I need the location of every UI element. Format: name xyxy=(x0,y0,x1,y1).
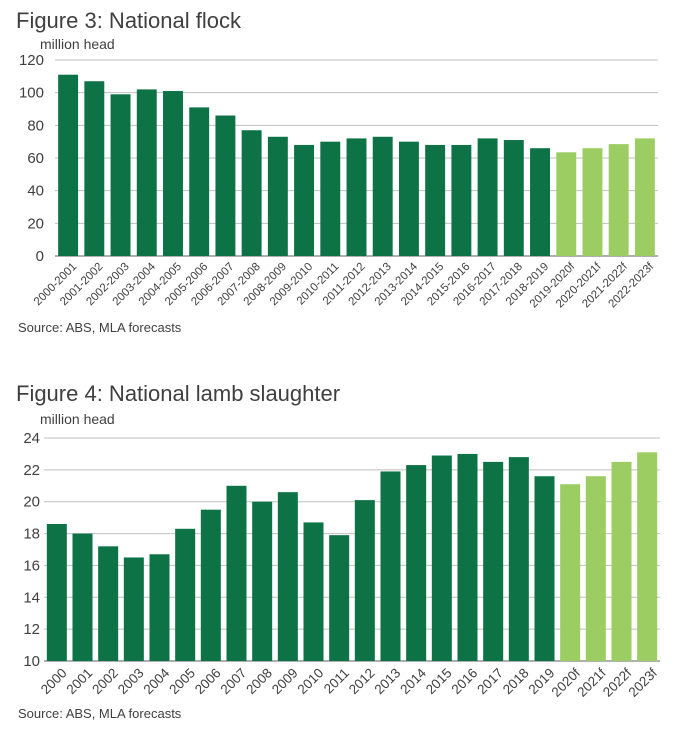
chart-title: Figure 4: National lamb slaughter xyxy=(16,381,341,406)
bar xyxy=(226,485,247,661)
x-tick-label: 2007 xyxy=(218,665,250,697)
y-tick-label: 16 xyxy=(23,557,40,574)
y-axis-unit-label: million head xyxy=(40,36,115,52)
bar xyxy=(189,107,210,257)
bar xyxy=(72,533,93,661)
bar xyxy=(503,140,524,256)
bar xyxy=(354,500,375,661)
x-tick-label: 2004 xyxy=(141,665,173,697)
bar xyxy=(98,546,119,661)
x-tick-label: 2021f xyxy=(574,665,609,700)
x-tick-label: 2020f xyxy=(549,665,584,700)
forecast-bar xyxy=(608,144,629,256)
bar xyxy=(149,554,170,661)
chart-title: Figure 3: National flock xyxy=(16,8,241,33)
forecast-bar xyxy=(634,138,655,256)
y-tick-label: 18 xyxy=(23,526,40,543)
x-tick-label: 2010 xyxy=(295,665,327,697)
bar xyxy=(425,144,446,256)
y-tick-label: 100 xyxy=(19,85,44,102)
bar xyxy=(123,557,144,661)
x-tick-label: 2002 xyxy=(89,665,121,697)
bar xyxy=(58,74,79,256)
bar xyxy=(175,528,196,661)
y-tick-label: 40 xyxy=(27,183,44,200)
bar xyxy=(372,136,393,256)
y-tick-label: 20 xyxy=(23,494,40,511)
bar xyxy=(534,476,555,661)
forecast-bar xyxy=(556,152,577,256)
forecast-bar xyxy=(560,484,581,661)
bar xyxy=(451,144,472,256)
x-tick-label: 2006 xyxy=(192,665,224,697)
source-note: Source: ABS, MLA forecasts xyxy=(18,706,182,721)
figure-national-flock: Figure 3: National flock million head 0 2… xyxy=(0,0,675,345)
y-tick-label: 0 xyxy=(36,248,44,265)
bar xyxy=(508,457,529,661)
forecast-bar xyxy=(585,476,606,661)
bar xyxy=(267,136,288,256)
x-tick-label: 2014 xyxy=(397,665,429,697)
bar xyxy=(163,91,183,256)
x-tick-label: 2003 xyxy=(115,665,147,697)
x-tick-label: 2018 xyxy=(500,665,532,697)
bar xyxy=(320,141,341,256)
bar xyxy=(294,144,315,256)
y-tick-label: 20 xyxy=(27,215,44,232)
x-tick-label: 2013 xyxy=(372,665,404,697)
bar xyxy=(252,501,273,661)
bar xyxy=(329,535,350,661)
x-tick-label: 2023f xyxy=(626,665,661,700)
y-tick-label: 60 xyxy=(27,150,44,167)
forecast-bar xyxy=(611,461,632,661)
flock-bar-chart: 0204060801001202000-20012001-20022002-20… xyxy=(19,52,658,310)
bar xyxy=(110,94,131,256)
bar xyxy=(46,524,67,661)
y-tick-label: 24 xyxy=(23,430,40,447)
y-tick-label: 12 xyxy=(23,621,40,638)
y-tick-label: 10 xyxy=(23,653,40,670)
y-tick-label: 120 xyxy=(19,52,44,69)
x-tick-label: 2022f xyxy=(600,665,635,700)
x-tick-label: 2000 xyxy=(38,665,70,697)
bar xyxy=(84,81,105,256)
bar xyxy=(457,453,478,661)
bar xyxy=(398,141,419,256)
bar xyxy=(303,522,324,661)
bar xyxy=(380,471,401,661)
y-tick-label: 80 xyxy=(27,117,44,134)
x-tick-label: 2011 xyxy=(321,665,352,696)
bar xyxy=(346,138,367,256)
bar xyxy=(477,138,498,256)
source-note: Source: ABS, MLA forecasts xyxy=(18,320,182,335)
x-tick-label: 2012 xyxy=(346,665,378,697)
bar xyxy=(277,492,298,661)
x-tick-label: 2008 xyxy=(243,665,275,697)
y-axis-unit-label: million head xyxy=(40,411,115,427)
bar xyxy=(200,509,221,661)
x-tick-label: 2015 xyxy=(423,665,455,697)
bar xyxy=(530,148,550,256)
bar xyxy=(241,130,262,256)
x-tick-label: 2016 xyxy=(449,665,481,697)
bar xyxy=(136,89,157,257)
bar xyxy=(431,455,452,661)
y-tick-label: 14 xyxy=(23,589,40,606)
forecast-bar xyxy=(582,148,603,256)
bar xyxy=(215,115,236,256)
forecast-bar xyxy=(637,452,658,661)
x-tick-label: 2001 xyxy=(64,665,96,697)
x-tick-label: 2005 xyxy=(166,665,198,697)
x-tick-label: 2017 xyxy=(474,665,506,697)
y-tick-label: 22 xyxy=(23,462,40,479)
bar xyxy=(406,465,427,661)
bar xyxy=(483,461,504,661)
x-tick-label: 2009 xyxy=(269,665,301,697)
